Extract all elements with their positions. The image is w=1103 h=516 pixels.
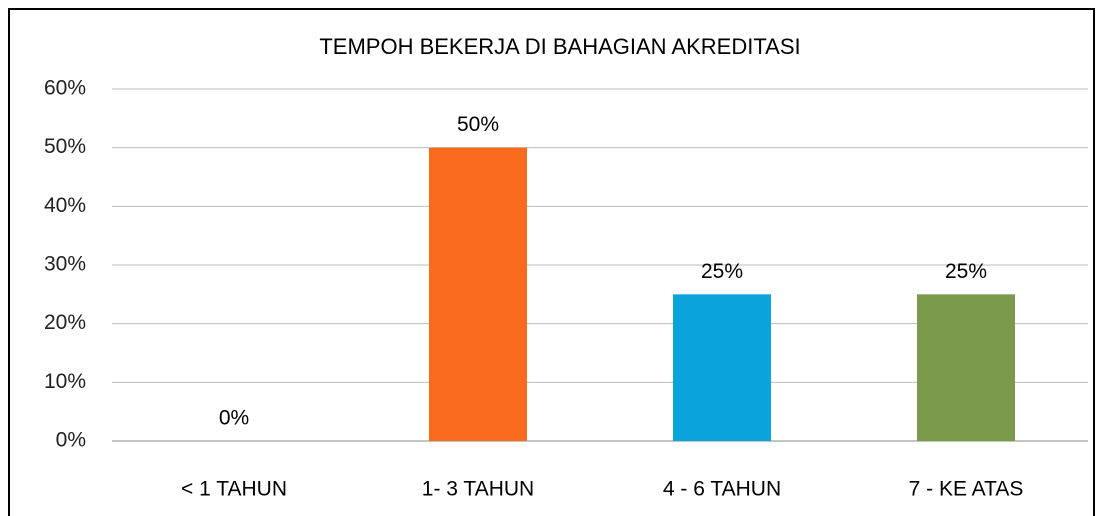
bar — [917, 294, 1015, 441]
x-tick-label: < 1 TAHUN — [181, 478, 287, 501]
data-label: 25% — [701, 260, 743, 283]
x-tick-label: 1- 3 TAHUN — [422, 478, 534, 501]
y-tick-label: 10% — [44, 370, 86, 393]
y-tick-label: 40% — [44, 194, 86, 217]
bar — [673, 294, 771, 441]
chart-title: TEMPOH BEKERJA DI BAHAGIAN AKREDITASI — [319, 34, 800, 59]
data-label: 0% — [219, 407, 249, 430]
y-tick-label: 60% — [44, 77, 86, 100]
y-tick-label: 0% — [56, 429, 86, 452]
x-tick-label: 4 - 6 TAHUN — [663, 478, 781, 501]
y-tick-label: 30% — [44, 253, 86, 276]
data-label: 25% — [945, 260, 987, 283]
y-tick-label: 20% — [44, 311, 86, 334]
x-tick-label: 7 - KE ATAS — [909, 478, 1024, 501]
bar — [429, 147, 527, 441]
chart-frame — [8, 8, 1095, 516]
data-label: 50% — [457, 113, 499, 136]
y-tick-label: 50% — [44, 135, 86, 158]
